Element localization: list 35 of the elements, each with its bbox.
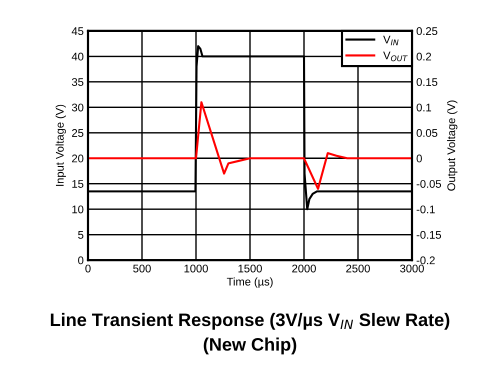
- y-tick-label: 25: [72, 129, 84, 137]
- y2-tick-label: -0.2: [416, 256, 435, 264]
- x-tick-label: 500: [133, 264, 151, 272]
- y-tick-label: 15: [72, 180, 84, 188]
- y-tick-label: 5: [78, 231, 84, 239]
- y-tick-label: 30: [72, 104, 84, 112]
- y2-tick-label: -0.05: [416, 180, 442, 188]
- y2-tick-label: -0.1: [416, 205, 435, 214]
- text: Line Transient Response (3V/µs V$_{IN}$ Slew Rate): [50, 312, 450, 330]
- x-tick-label: 1000: [184, 264, 208, 272]
- y-tick-label: 45: [72, 27, 84, 36]
- x-tick-label: 3000: [400, 264, 424, 272]
- line-series: [88, 101, 412, 190]
- legend-label: V$_{IN}$: [383, 36, 399, 46]
- x-axis-title: Time (µs): [226, 277, 273, 288]
- legend-label: V$_{OUT}$: [383, 52, 408, 62]
- text: (New Chip): [204, 338, 296, 354]
- y-tick-label: 40: [72, 52, 84, 61]
- y2-tick-label: -0.15: [416, 230, 442, 239]
- y-tick-label: 20: [72, 154, 84, 162]
- y2-axis-title: Output Voltage (V): [447, 100, 458, 191]
- y-tick-label: 35: [72, 78, 84, 86]
- y-tick-label: 10: [72, 205, 84, 214]
- x-tick-label: 2000: [292, 264, 316, 272]
- x-tick-label: 1500: [238, 264, 262, 272]
- y-tick-label: 0: [78, 256, 84, 264]
- x-tick-label: 0: [85, 264, 91, 272]
- x-tick-label: 2500: [346, 264, 370, 272]
- y2-tick-label: 0.15: [416, 78, 438, 86]
- y2-tick-label: 0.25: [416, 27, 438, 36]
- y2-tick-label: 0.05: [416, 129, 438, 137]
- y2-tick-label: 0: [416, 154, 422, 162]
- y-axis-title: Input Voltage (V): [56, 104, 66, 186]
- y2-tick-label: 0.1: [416, 104, 432, 112]
- y2-tick-label: 0.2: [416, 52, 432, 61]
